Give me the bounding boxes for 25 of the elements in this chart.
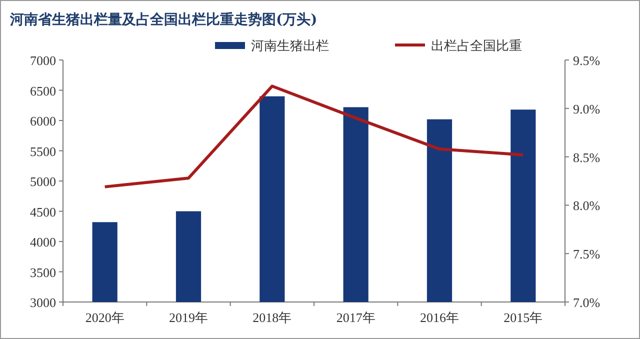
y-tick-label: 4000 bbox=[30, 234, 56, 250]
x-tick-label: 2016年 bbox=[420, 310, 459, 325]
legend-label: 出栏占全国比重 bbox=[431, 39, 522, 54]
y-tick-label: 6000 bbox=[30, 114, 56, 128]
y-tick-label: 5500 bbox=[30, 144, 56, 159]
x-tick-label: 2019年 bbox=[169, 310, 208, 325]
x-tick-label: 2020年 bbox=[85, 310, 124, 325]
y2-tick-label: 8.5% bbox=[573, 150, 600, 165]
chart-title: 河南省生猪出栏量及占全国出栏比重走势图(万头) bbox=[9, 12, 318, 28]
y-tick-label: 3500 bbox=[30, 264, 56, 280]
line-series bbox=[103, 84, 525, 188]
y2-tick-label: 9.5% bbox=[573, 53, 600, 68]
y2-tick-label: 9.0% bbox=[573, 101, 600, 116]
y2-tick-label: 7.0% bbox=[573, 295, 600, 310]
y2-tick-label: 8.0% bbox=[573, 198, 600, 214]
y-tick-label: 3000 bbox=[30, 295, 56, 310]
y2-tick-label: 7.5% bbox=[573, 246, 600, 262]
y-tick-label: 4500 bbox=[30, 204, 56, 220]
x-tick-label: 2017年 bbox=[336, 310, 376, 325]
y-tick-label: 5000 bbox=[30, 174, 56, 189]
legend-label: 河南生猪出栏 bbox=[251, 39, 329, 54]
x-tick-label: 2015年 bbox=[504, 310, 543, 325]
y-tick-label: 6500 bbox=[30, 83, 56, 98]
y-tick-label: 7000 bbox=[30, 53, 56, 68]
x-tick-label: 2018年 bbox=[252, 310, 292, 325]
